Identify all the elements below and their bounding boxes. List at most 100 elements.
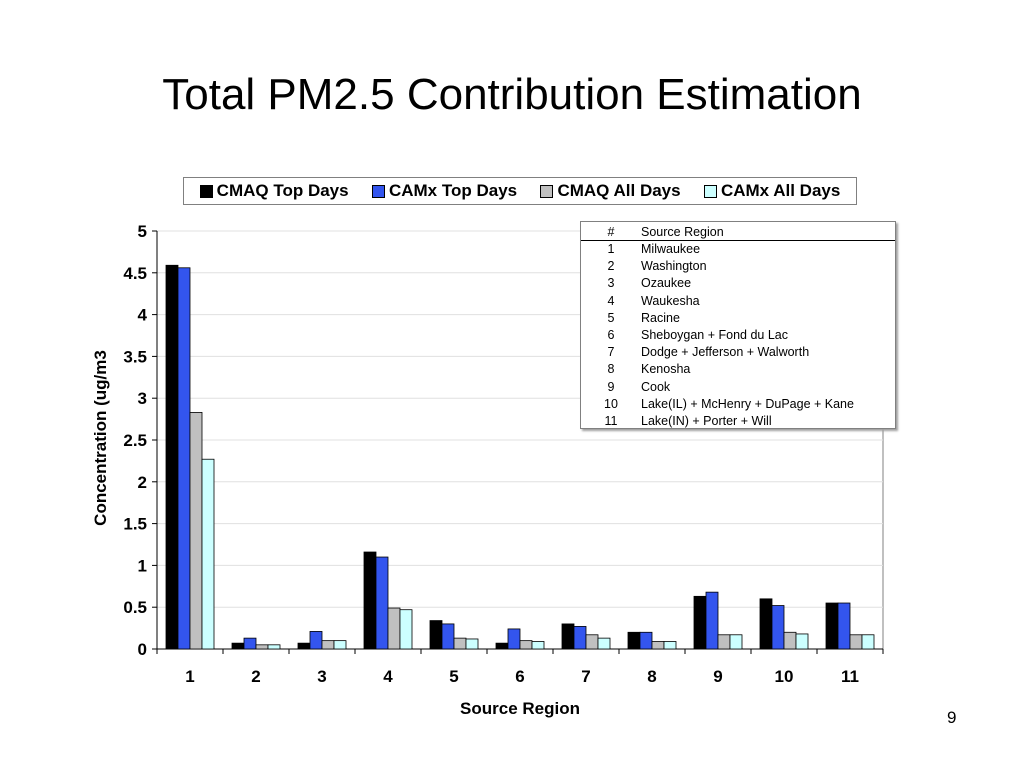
bar: [663, 641, 677, 650]
bar: [441, 623, 455, 650]
bar: [639, 631, 653, 650]
slide-title: Total PM2.5 Contribution Estimation: [162, 70, 862, 119]
bar: [825, 602, 839, 650]
bar: [363, 551, 377, 650]
y-tick-label: 4: [138, 306, 148, 325]
table-row-num: 10: [604, 396, 618, 411]
table-row-name: Dodge + Jefferson + Walworth: [641, 345, 810, 360]
table-row: 2 Washington: [581, 258, 895, 275]
bar: [165, 264, 179, 650]
x-tick-label: 2: [251, 667, 260, 686]
bar: [597, 637, 611, 650]
bar: [561, 623, 575, 650]
x-tick-label: 8: [647, 667, 656, 686]
bar: [507, 628, 521, 650]
table-row-name: Sheboygan + Fond du Lac: [641, 328, 788, 343]
table-row: 7 Dodge + Jefferson + Walworth: [581, 344, 895, 361]
source-region-table-grid: # Source Region 1 Milwaukee 2 Washington 3 Oz…: [581, 225, 895, 430]
bar: [321, 640, 335, 650]
legend-swatch-camx-all: [703, 184, 717, 198]
bar: [729, 634, 743, 650]
table-row-num: 11: [604, 413, 618, 428]
bar: [429, 620, 443, 650]
table-row-name: Ozaukee: [641, 276, 692, 291]
bar: [783, 631, 797, 650]
table-row-name: Washington: [641, 259, 707, 274]
table-row-name: Milwaukee: [641, 242, 701, 257]
table-row: 3 Ozaukee: [581, 275, 895, 292]
bar: [387, 607, 401, 650]
table-row-num: 7: [607, 345, 615, 360]
bar: [519, 640, 533, 650]
table-row: 6 Sheboygan + Fond du Lac: [581, 327, 895, 344]
table-row-name: Lake(IL) + McHenry + DuPage + Kane: [641, 396, 854, 411]
bar: [627, 631, 641, 650]
bar: [717, 634, 731, 650]
source-region-table: # Source Region 1 Milwaukee 2 Washington 3 Oz…: [580, 221, 896, 429]
table-row: 5 Racine: [581, 310, 895, 327]
y-tick-label: 2: [138, 473, 147, 492]
bar: [651, 641, 665, 650]
legend-item-camx-all: CAMx All Days: [703, 181, 840, 201]
bar: [495, 642, 509, 650]
bar: [231, 642, 245, 650]
x-tick-label: 7: [581, 667, 590, 686]
table-row-name: Racine: [641, 310, 680, 325]
bar: [465, 638, 479, 650]
x-axis-label: Source Region: [460, 699, 580, 718]
x-tick-label: 6: [515, 667, 524, 686]
table-header-row: # Source Region: [581, 225, 895, 241]
legend-item-cmaq-all: CMAQ All Days: [540, 181, 681, 201]
table-row: 8 Kenosha: [581, 361, 895, 378]
x-tick-label: 11: [841, 667, 859, 686]
legend-label-cmaq-top: CMAQ Top Days: [216, 181, 349, 200]
y-tick-label: 4.5: [123, 264, 147, 283]
y-axis-label: Concentration (ug/m3: [91, 350, 110, 526]
y-tick-label: 0: [138, 640, 147, 659]
table-row: 10 Lake(IL) + McHenry + DuPage + Kane: [581, 396, 895, 413]
bar: [375, 556, 389, 650]
bar: [705, 591, 719, 650]
table-row-num: 3: [607, 276, 615, 291]
legend-swatch-camx-top: [371, 184, 385, 198]
bar: [267, 644, 281, 650]
x-tick-label: 1: [185, 667, 194, 686]
bar: [453, 637, 467, 650]
table-row-num: 1: [607, 242, 615, 257]
y-tick-label: 0.5: [123, 598, 147, 617]
bar: [177, 267, 191, 650]
table-row-name: Waukesha: [641, 293, 700, 308]
legend-swatch-cmaq-all: [540, 184, 554, 198]
y-tick-label: 1.5: [123, 515, 147, 534]
y-tick-label: 5: [138, 222, 147, 241]
legend-label-camx-top: CAMx Top Days: [388, 181, 518, 200]
bar: [201, 458, 215, 650]
bar: [333, 640, 347, 650]
table-row-num: 4: [607, 293, 615, 308]
x-tick-label: 5: [449, 667, 458, 686]
table-header-num: #: [581, 225, 641, 241]
y-tick-label: 3.5: [123, 347, 147, 366]
table-row-num: 8: [607, 362, 615, 377]
bar: [297, 642, 311, 650]
bar: [309, 631, 323, 650]
legend-item-camx-top: CAMx Top Days: [371, 181, 518, 201]
y-tick-label: 1: [138, 556, 147, 575]
y-tick-label: 3: [138, 389, 147, 408]
page-number: 9: [947, 708, 957, 727]
table-row-num: 6: [607, 328, 615, 343]
legend-item-cmaq-top: CMAQ Top Days: [199, 181, 349, 201]
bar: [795, 633, 809, 650]
table-row: 4 Waukesha: [581, 293, 895, 310]
bar: [837, 602, 851, 650]
chart-legend: CMAQ Top Days CAMx Top Days CMAQ All Day…: [183, 177, 857, 205]
bar: [585, 634, 599, 650]
bar: [771, 605, 785, 650]
x-tick-label: 10: [775, 667, 794, 686]
table-row: 9 Cook: [581, 379, 895, 396]
x-tick-label: 9: [713, 667, 722, 686]
table-row-name: Kenosha: [641, 362, 691, 377]
bar: [849, 634, 863, 650]
x-tick-label: 3: [317, 667, 326, 686]
table-row-name: Lake(IN) + Porter + Will: [641, 413, 772, 428]
